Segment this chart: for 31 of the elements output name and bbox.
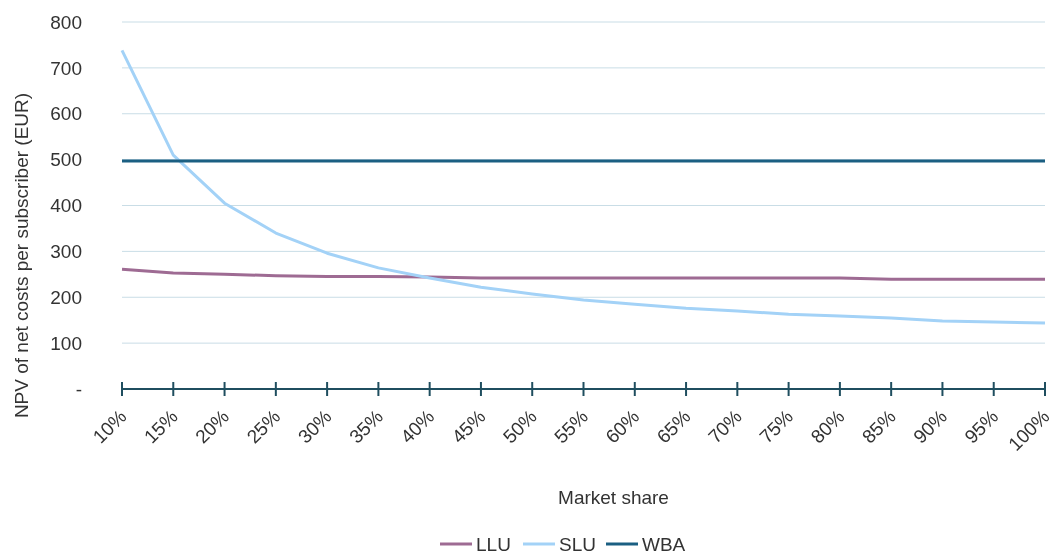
x-tick-label: 90% — [909, 405, 952, 448]
x-tick-label: 65% — [652, 405, 695, 448]
x-tick-label: 80% — [806, 405, 849, 448]
x-axis-title: Market share — [558, 487, 669, 508]
y-axis-title: NPV of net costs per subscriber (EUR) — [11, 92, 32, 419]
line-series — [120, 267, 1047, 281]
y-tick-label: 600 — [50, 103, 82, 125]
x-tick-label: 15% — [140, 405, 182, 448]
legend-label: SLU — [559, 533, 596, 555]
y-tick-label: - — [75, 378, 82, 400]
x-tick-label: 70% — [704, 405, 746, 448]
y-tick-label: 100 — [50, 332, 82, 354]
x-tick-label: 35% — [345, 405, 387, 448]
y-tick-label: 400 — [50, 195, 82, 217]
x-tick-label: 30% — [293, 405, 336, 448]
y-tick-label: 800 — [50, 11, 82, 33]
line-series — [120, 48, 1047, 325]
x-tick-label: 40% — [396, 405, 439, 448]
y-tick-label: 300 — [50, 241, 82, 263]
y-tick-label: 700 — [50, 57, 82, 79]
x-tick-label: 75% — [755, 405, 798, 448]
x-tick-label: 55% — [550, 405, 593, 448]
legend-label: LLU — [476, 533, 511, 555]
x-tick-label: 60% — [601, 405, 644, 448]
legend-label: WBA — [642, 533, 686, 555]
x-tick-label: 50% — [499, 405, 541, 448]
y-tick-label: 200 — [50, 286, 82, 308]
x-tick-label: 45% — [447, 405, 490, 448]
x-tick-label: 95% — [960, 405, 1003, 448]
x-tick-label: 85% — [857, 405, 900, 448]
y-tick-label: 500 — [50, 149, 82, 171]
